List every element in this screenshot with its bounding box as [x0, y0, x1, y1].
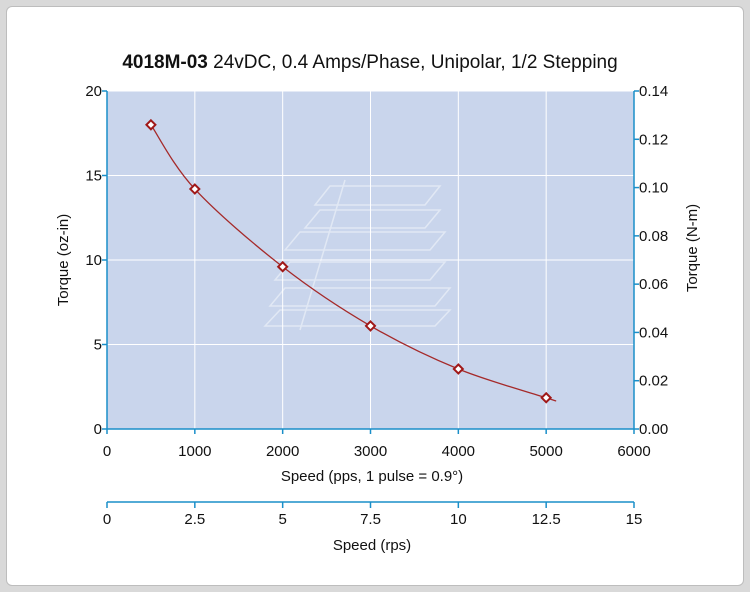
- x2-tick-label: 10: [450, 511, 467, 528]
- y-left-axis-label: Torque (oz-in): [55, 214, 72, 307]
- data-point-marker: [540, 391, 553, 404]
- x-tick-label: 5000: [529, 443, 562, 460]
- x2-tick-label: 0: [103, 511, 111, 528]
- x-tick-label: 2000: [266, 443, 299, 460]
- y-left-tick-label: 0: [94, 421, 102, 438]
- x2-tick-label: 5: [278, 511, 286, 528]
- x-tick-label: 6000: [617, 443, 650, 460]
- y-right-tick-label: 0.10: [639, 180, 668, 197]
- y-right-tick-label: 0.08: [639, 228, 668, 245]
- x2-tick-label: 2.5: [184, 511, 205, 528]
- x-tick-label: 1000: [178, 443, 211, 460]
- y-left-tick-label: 20: [85, 83, 102, 100]
- y-right-tick-label: 0.04: [639, 324, 668, 341]
- y-left-tick-label: 5: [94, 337, 102, 354]
- axes: [102, 90, 639, 508]
- tick-labels: 0 5 10 15 20 0.00 0.02 0.04 0.06 0.08 0.10 0.12 0.14…: [85, 83, 668, 528]
- y-right-tick-label: 0.02: [639, 373, 668, 390]
- y-left-tick-label: 10: [85, 252, 102, 269]
- y-right-tick-label: 0.06: [639, 276, 668, 293]
- y-left-tick-label: 15: [85, 168, 102, 185]
- data-point-marker: [188, 183, 201, 195]
- data-point-marker: [145, 118, 157, 131]
- chart-title-bold: 4018M-03: [122, 52, 208, 73]
- data-point-marker: [364, 319, 377, 332]
- chart-title: 4018M-03 24vDC, 0.4 Amps/Phase, Unipolar…: [122, 52, 617, 73]
- x2-tick-label: 7.5: [360, 511, 381, 528]
- y-right-axis-label: Torque (N-m): [684, 204, 701, 292]
- x-axis-label: Speed (pps, 1 pulse = 0.9°): [281, 468, 463, 485]
- watermark-logo: [263, 179, 452, 331]
- data-point-marker: [452, 363, 465, 375]
- data-point-marker: [276, 260, 289, 273]
- x2-tick-label: 15: [626, 511, 643, 528]
- chart-title-rest: 24vDC, 0.4 Amps/Phase, Unipolar, 1/2 Ste…: [208, 52, 618, 73]
- x-tick-label: 4000: [442, 443, 475, 460]
- x-tick-label: 0: [103, 443, 111, 460]
- x-tick-label: 3000: [354, 443, 387, 460]
- x2-axis-label: Speed (rps): [333, 537, 411, 554]
- x2-tick-label: 12.5: [532, 511, 561, 528]
- y-right-tick-label: 0.12: [639, 131, 668, 148]
- y-right-tick-label: 0.14: [639, 83, 668, 100]
- y-right-tick-label: 0.00: [639, 421, 668, 438]
- data-series: [145, 118, 557, 404]
